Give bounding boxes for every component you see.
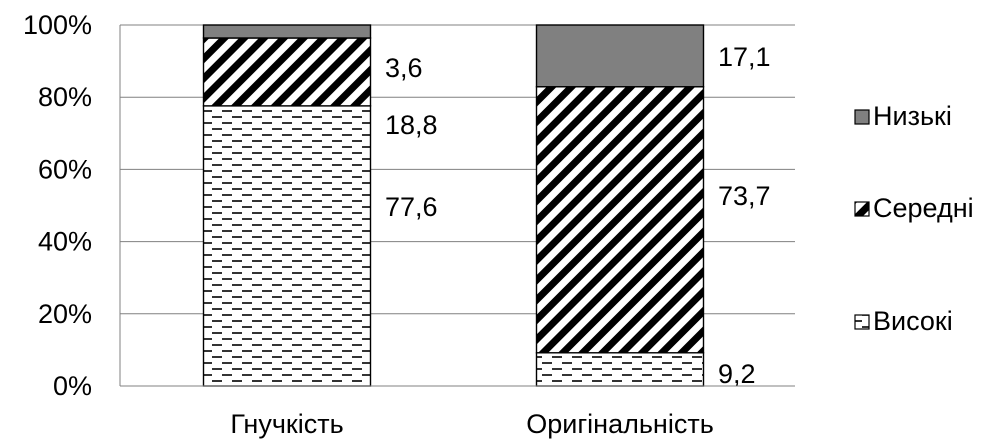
y-tick-label: 20% bbox=[38, 299, 92, 329]
y-tick-label: 0% bbox=[53, 371, 92, 401]
bar-segment bbox=[535, 86, 705, 354]
y-tick-label: 40% bbox=[38, 227, 92, 257]
legend: Низькі Середні Високі bbox=[854, 101, 974, 336]
y-tick-label: 100% bbox=[23, 10, 92, 40]
bar-segment bbox=[535, 24, 705, 88]
legend-label: Середні bbox=[873, 193, 974, 223]
legend-label: Низькі bbox=[873, 101, 952, 131]
data-label: 17,1 bbox=[718, 42, 771, 72]
y-tick-label: 60% bbox=[38, 154, 92, 184]
legend-swatch bbox=[854, 109, 870, 125]
data-label: 9,2 bbox=[718, 359, 756, 389]
bars bbox=[202, 24, 705, 387]
bar-segment bbox=[202, 24, 372, 39]
legend-label: Високі bbox=[873, 306, 953, 336]
y-axis: 0% 20% 40% 60% 80% 100% bbox=[23, 10, 121, 401]
bar-segment bbox=[202, 37, 372, 107]
x-tick-label: Оригінальність bbox=[526, 409, 714, 439]
data-label: 3,6 bbox=[385, 53, 423, 83]
data-label: 77,6 bbox=[385, 192, 438, 222]
x-axis: Гнучкість Оригінальність bbox=[120, 385, 795, 439]
x-tick-label: Гнучкість bbox=[230, 409, 343, 439]
bar-segment bbox=[202, 105, 372, 387]
y-tick-label: 80% bbox=[38, 82, 92, 112]
bar-segment bbox=[535, 352, 705, 387]
data-label: 73,7 bbox=[718, 181, 771, 211]
legend-swatch bbox=[854, 314, 870, 330]
data-labels: 3,6 18,8 77,6 17,1 73,7 9,2 bbox=[385, 42, 771, 389]
data-label: 18,8 bbox=[385, 110, 438, 140]
legend-swatch bbox=[854, 201, 870, 217]
